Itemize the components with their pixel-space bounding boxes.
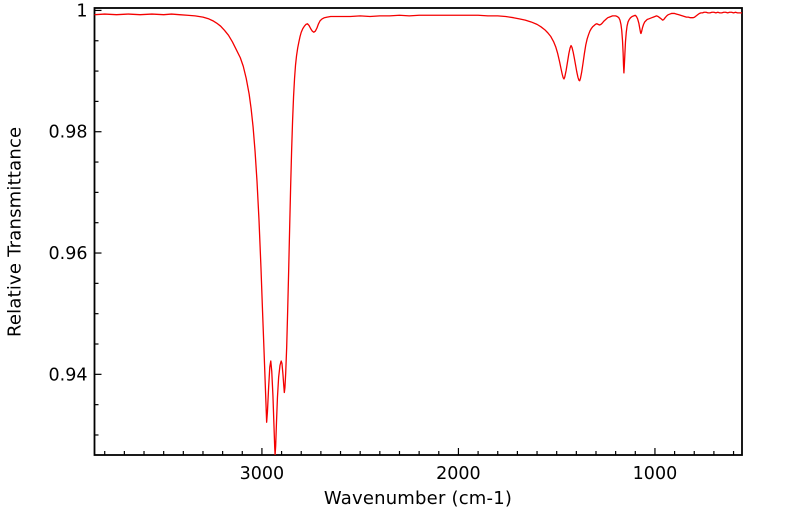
- y-axis-title: Relative Transmittance: [4, 126, 26, 337]
- y-axis-tick-labels: 1 0.98 0.96 0.94: [49, 1, 88, 385]
- x-axis-ticks: [104, 448, 735, 455]
- x-tick-label: 3000: [240, 464, 285, 484]
- plot-frame: [93, 7, 743, 456]
- spectrum-line: [94, 11, 742, 455]
- y-tick-label: 0.98: [49, 123, 88, 143]
- x-axis-title: Wavenumber (cm-1): [323, 488, 513, 509]
- x-axis-tick-labels: 3000 2000 1000: [240, 464, 678, 484]
- x-tick-label: 2000: [436, 464, 481, 484]
- x-tick-label: 1000: [633, 464, 678, 484]
- y-tick-label: 0.94: [49, 365, 88, 385]
- y-tick-label: 0.96: [49, 244, 88, 264]
- spectrum-curve: [94, 11, 742, 455]
- y-tick-label: 1: [76, 1, 87, 21]
- y-axis-ticks: [94, 9, 102, 436]
